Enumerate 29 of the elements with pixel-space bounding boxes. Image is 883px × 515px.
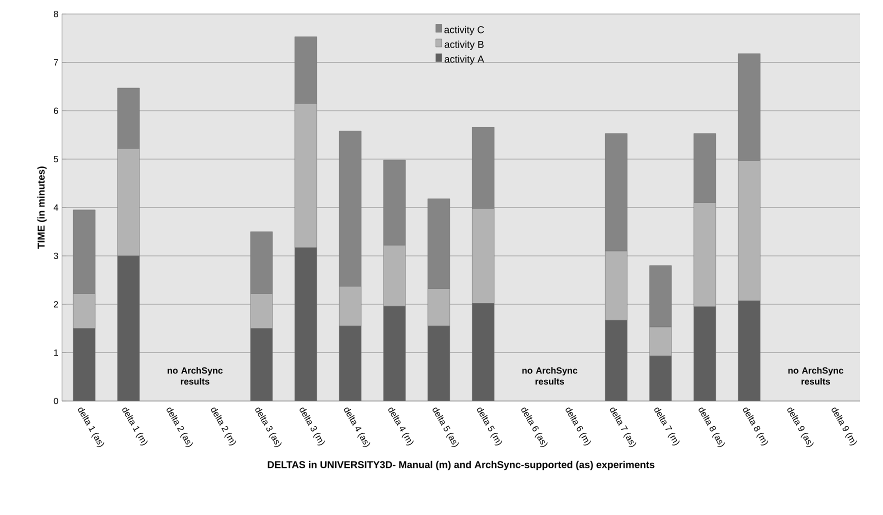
bar [694, 306, 716, 401]
annotation: no ArchSync results [522, 367, 578, 385]
legend-label: activity B [444, 40, 484, 50]
y-tick-label: 2 [54, 301, 58, 308]
legend-label: activity C [444, 26, 484, 36]
y-axis-title: TIME (in minutes) [37, 166, 47, 249]
bar [294, 247, 318, 401]
bar [250, 328, 273, 401]
y-tick-label: 1 [54, 350, 58, 356]
bar [338, 326, 362, 401]
bar [72, 328, 96, 401]
annotation: no ArchSync results [788, 367, 844, 385]
legend-label: activity A [444, 55, 484, 65]
bar [428, 326, 450, 401]
y-tick-label: 3 [54, 252, 58, 260]
annotation: no ArchSync results [168, 367, 223, 385]
bar [604, 320, 628, 401]
y-tick-label: 4 [54, 204, 58, 211]
bar [649, 356, 672, 401]
bar [383, 306, 406, 401]
bar [738, 300, 760, 401]
bar [117, 256, 140, 401]
y-tick-label: 0 [54, 398, 58, 404]
x-axis-title: DELTAS in UNIVERSITY3D- Manual (m) and ArchSync-supported (as) experiments [268, 460, 654, 470]
y-tick-label: 5 [54, 156, 58, 162]
y-tick-label: 6 [54, 108, 58, 114]
y-tick-label: 7 [54, 59, 58, 66]
bar [472, 303, 494, 401]
y-tick-label: 8 [54, 10, 58, 18]
